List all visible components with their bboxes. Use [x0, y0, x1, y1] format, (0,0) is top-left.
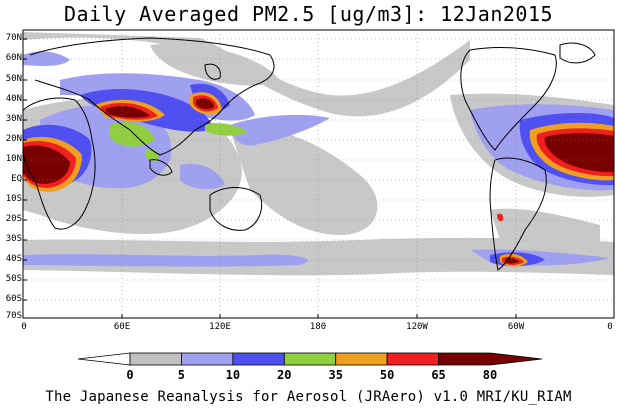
lon-label: 60W [507, 322, 525, 332]
colorbar-tick-label: 5 [177, 368, 186, 382]
colorbar-tick-label: 20 [277, 368, 292, 382]
map-title: Daily Averaged PM2.5 [ug/m3]: 12Jan2015 [63, 2, 554, 26]
lat-label: EQ [11, 174, 22, 184]
pm25-band-over-80 [23, 98, 614, 264]
lat-label: 30S [5, 234, 22, 244]
lat-label: 30N [5, 114, 22, 124]
colorbar-tick-label: 65 [431, 368, 446, 382]
colorbar-tick-label: 10 [225, 368, 241, 382]
lat-label: 60S [5, 294, 22, 304]
lon-label: 120E [209, 322, 231, 332]
graticule [23, 30, 614, 318]
credit-line: The Japanese Reanalysis for Aerosol (JRA… [45, 389, 572, 405]
lat-label: 60N [5, 53, 22, 63]
lat-label: 20S [5, 214, 22, 224]
pm25-band-35-50 [110, 122, 248, 161]
lat-label: 50S [5, 274, 22, 284]
lon-label: 0 [21, 322, 27, 332]
lat-ticks [23, 38, 27, 301]
colorbar-tick-label: 50 [379, 368, 395, 382]
lon-label: 120W [406, 322, 428, 332]
lon-label: 0 [607, 322, 613, 332]
lat-label: 10N [5, 154, 22, 164]
lat-label: 70S [5, 311, 22, 321]
lat-label: 20N [5, 134, 22, 144]
pm25-map [22, 29, 615, 319]
lat-label: 40N [5, 94, 22, 104]
lat-label: 40S [5, 254, 22, 264]
colorbar-tick-label: 35 [328, 368, 343, 382]
lat-label: 10S [5, 194, 22, 204]
colorbar-tick-label: 80 [482, 368, 498, 382]
lat-label: 50N [5, 74, 22, 84]
lon-label: 180 [309, 322, 327, 332]
colorbar-tick-label: 0 [126, 368, 134, 382]
lat-label: 70N [5, 33, 22, 43]
pm25-fields [23, 30, 614, 318]
lon-label: 60E [113, 322, 131, 332]
lon-ticks [121, 314, 517, 318]
